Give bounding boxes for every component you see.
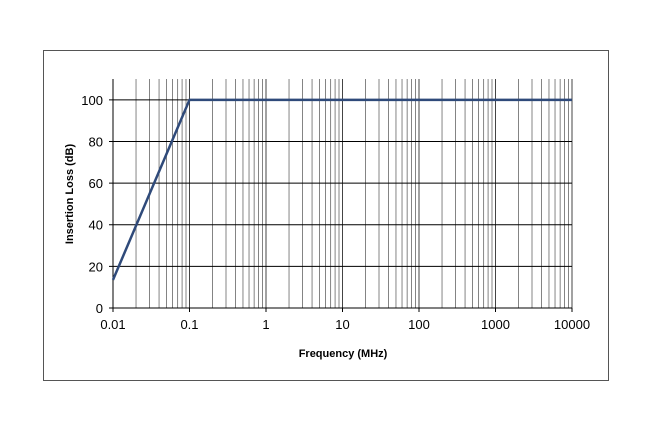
y-tick-label: 0	[96, 301, 103, 316]
x-tick-label: 10000	[554, 317, 590, 332]
series-line	[111, 98, 572, 281]
x-tick-label: 100	[408, 317, 430, 332]
x-tick-label: 1000	[481, 317, 510, 332]
x-axis-label: Frequency (MHz)	[299, 348, 388, 360]
y-tick-label: 100	[81, 93, 103, 108]
x-tick-label: 0.01	[100, 317, 125, 332]
y-tick-labels: 0 20 40 60 80 100	[81, 93, 103, 316]
chart-frame	[43, 50, 609, 381]
y-tick-label: 80	[89, 134, 103, 149]
x-tick-label: 10	[335, 317, 349, 332]
y-tick-label: 40	[89, 218, 103, 233]
y-tick-label: 60	[89, 176, 103, 191]
x-tick-label: 0.1	[180, 317, 198, 332]
y-axis-label: Insertion Loss (dB)	[64, 144, 76, 245]
series	[111, 98, 572, 281]
x-tick-labels: 0.01 0.1 1 10 100 1000 10000	[100, 308, 590, 332]
y-tick-label: 20	[89, 259, 103, 274]
x-tick-label: 1	[262, 317, 269, 332]
grid	[109, 79, 573, 312]
